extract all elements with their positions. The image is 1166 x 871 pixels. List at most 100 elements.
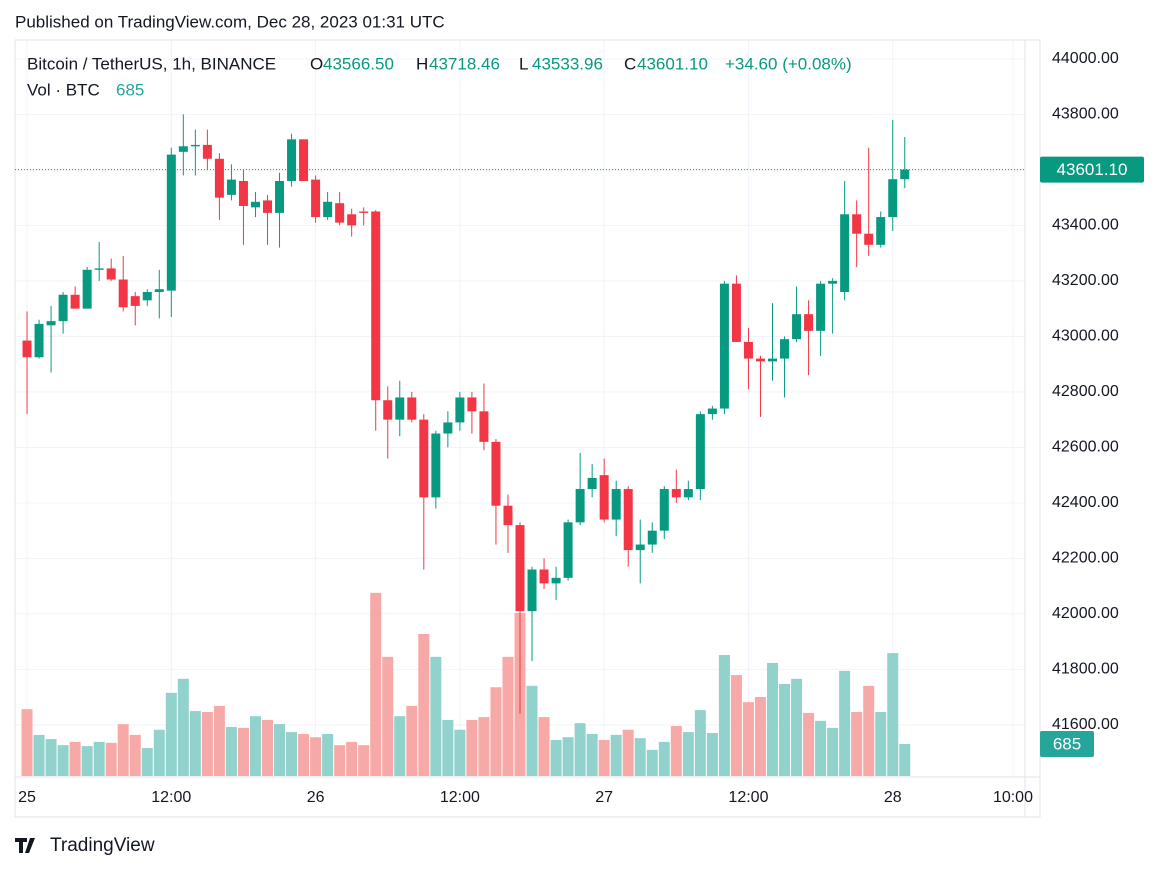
candle-body — [527, 569, 537, 612]
candle-body — [876, 217, 886, 245]
candle-body — [599, 475, 609, 520]
plot-area — [15, 40, 1025, 776]
x-tick-label: 28 — [884, 789, 902, 806]
volume-bar — [406, 705, 418, 776]
candle-body — [431, 433, 441, 498]
candle-body — [840, 214, 850, 292]
candle-body — [443, 422, 453, 434]
candle-body — [816, 283, 826, 331]
candle-body — [323, 201, 333, 218]
volume-bar — [310, 737, 322, 776]
x-tick-label: 25 — [18, 789, 36, 806]
volume-bar — [93, 741, 105, 776]
candle-body — [335, 203, 345, 223]
candle-body — [695, 414, 705, 490]
volume-bar — [177, 678, 189, 776]
candle-body — [611, 489, 621, 520]
volume-bar — [394, 716, 406, 776]
y-tick-label: 44000.00 — [1052, 50, 1119, 67]
volume-bar — [466, 719, 478, 776]
volume-bar — [550, 740, 562, 776]
volume-box — [1040, 730, 1094, 757]
x-tick-label: 12:00 — [440, 789, 480, 806]
volume-bar — [682, 732, 694, 776]
candle-body — [755, 358, 765, 362]
candle-body — [731, 283, 741, 342]
volume-bar — [201, 711, 213, 776]
volume-bar — [274, 724, 286, 776]
candle-body — [515, 525, 525, 612]
candle-body — [623, 489, 633, 551]
volume-bar — [322, 733, 334, 776]
candle-body — [852, 214, 862, 234]
candle-body — [263, 200, 272, 213]
last-price-box — [1040, 156, 1144, 183]
x-tick-label: 10:00 — [993, 789, 1033, 806]
volume-bar — [45, 739, 57, 776]
logo — [15, 838, 35, 853]
published-note: Published on TradingView.com, Dec 28, 20… — [15, 12, 445, 31]
candle-body — [491, 441, 501, 506]
candle-body — [647, 530, 657, 545]
volume-bar — [249, 716, 261, 776]
y-tick-label: 41600.00 — [1052, 716, 1119, 733]
candle-body — [347, 214, 357, 226]
legend-value: 43601.10 — [637, 54, 708, 73]
candle-body — [659, 489, 669, 531]
volume-bar — [754, 697, 766, 776]
volume-bar — [382, 656, 394, 776]
volume-bar — [622, 729, 634, 776]
volume-bar — [803, 712, 815, 776]
y-tick-label: 42800.00 — [1052, 383, 1119, 400]
candle-body — [900, 169, 910, 180]
volume-bar — [213, 705, 225, 776]
volume-bar — [141, 747, 153, 776]
volume-bar — [346, 741, 358, 776]
volume-bar — [189, 711, 201, 776]
volume-bar — [153, 729, 165, 776]
candle-body — [299, 139, 309, 181]
candle-body — [94, 268, 104, 270]
candle-body — [250, 201, 260, 208]
volume-bar — [875, 711, 887, 776]
candle-body — [154, 289, 164, 292]
candle-body — [888, 179, 898, 218]
candle-body — [190, 144, 200, 147]
volume-bar — [286, 732, 298, 776]
candle-body — [768, 358, 777, 362]
volume-bar — [827, 727, 839, 776]
candle-body — [166, 154, 176, 291]
candle-body — [238, 180, 248, 206]
volume-bar — [730, 675, 742, 776]
candle-body — [467, 397, 477, 412]
candle-body — [719, 283, 729, 409]
volume-bar — [490, 687, 502, 776]
candle-body — [287, 139, 297, 181]
volume-bar — [105, 742, 117, 776]
candle-body — [311, 179, 321, 218]
volume-bar — [21, 709, 33, 776]
volume-bar — [718, 654, 730, 776]
volume-bar — [887, 653, 899, 776]
volume-bar — [298, 733, 310, 776]
y-tick-label: 42200.00 — [1052, 550, 1119, 567]
candle-body — [419, 419, 429, 498]
y-tick-label: 43000.00 — [1052, 328, 1119, 345]
candle-body — [82, 269, 92, 309]
volume-bar — [33, 734, 45, 776]
candle-body — [707, 408, 717, 415]
last-price-label: 43601.10 — [1057, 160, 1128, 179]
legend-key: L — [519, 54, 528, 73]
volume-bar — [598, 740, 610, 776]
legend-value: 43533.96 — [532, 54, 603, 73]
volume-bar — [430, 656, 442, 776]
candle-body — [539, 569, 549, 584]
candle-body — [575, 489, 585, 523]
volume-bar — [670, 725, 682, 776]
volume-bar — [899, 743, 911, 776]
candle-body — [275, 180, 285, 213]
y-tick-label: 42600.00 — [1052, 439, 1119, 456]
candle-body — [479, 411, 489, 442]
volume-bar — [658, 741, 670, 776]
